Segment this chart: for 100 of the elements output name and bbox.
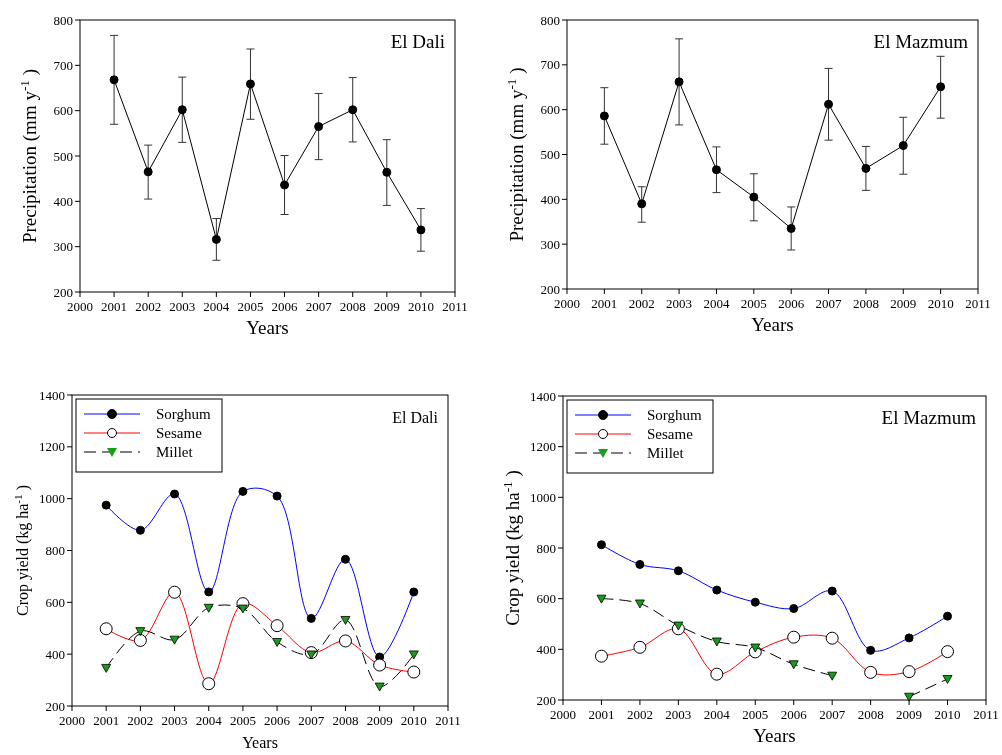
x-tick-label: 2008 xyxy=(339,299,366,314)
x-tick-label: 2003 xyxy=(666,296,693,311)
legend-label: Sorghum xyxy=(647,407,703,423)
point xyxy=(348,105,358,115)
x-tick-label: 2008 xyxy=(852,296,879,311)
point xyxy=(143,167,153,177)
point xyxy=(898,141,908,151)
annotation: El Dali xyxy=(390,31,445,52)
x-tick-label: 2001 xyxy=(588,707,615,722)
x-tick-label: 2006 xyxy=(778,296,805,311)
point xyxy=(109,75,119,85)
point xyxy=(637,199,647,209)
point xyxy=(374,682,385,692)
x-tick-label: 2006 xyxy=(264,713,291,728)
point xyxy=(674,77,684,87)
x-tick-label: 2010 xyxy=(400,713,427,728)
y-tick-label: 500 xyxy=(540,147,560,162)
annotation: El Mazmum xyxy=(881,407,977,428)
y-tick-label: 1000 xyxy=(39,491,65,507)
x-tick-label: 2004 xyxy=(195,713,223,728)
x-tick-label: 2008 xyxy=(857,707,884,722)
point xyxy=(382,167,392,177)
point xyxy=(408,650,419,660)
point xyxy=(238,604,248,614)
x-tick-label: 2007 xyxy=(819,707,846,722)
point xyxy=(245,79,255,89)
point xyxy=(711,637,722,647)
point xyxy=(904,692,914,702)
x-tick-label: 2011 xyxy=(442,299,468,314)
x-tick-label: 2009 xyxy=(373,299,400,314)
x-tick-label: 2011 xyxy=(973,707,999,722)
x-tick-label: 2007 xyxy=(815,296,843,311)
point xyxy=(169,635,180,645)
point xyxy=(280,180,290,190)
annotation: El Mazmum xyxy=(873,31,969,52)
x-tick-label: 2005 xyxy=(740,296,767,311)
x-tick-label: 2004 xyxy=(703,296,730,311)
x-tick-label: 2005 xyxy=(229,713,256,728)
legend-label: Sesame xyxy=(156,425,203,441)
x-tick-label: 2003 xyxy=(161,713,188,728)
point xyxy=(711,165,721,175)
y-tick-label: 800 xyxy=(53,12,73,28)
x-tick-label: 2001 xyxy=(591,296,618,311)
y-tick-label: 1200 xyxy=(530,439,556,455)
x-tick-label: 2010 xyxy=(934,707,961,722)
point xyxy=(177,105,187,115)
y-tick-label: 700 xyxy=(53,57,73,73)
y-tick-label: 600 xyxy=(53,103,73,119)
y-tick-label: 800 xyxy=(536,540,556,556)
point xyxy=(135,627,146,636)
x-axis-title: Years xyxy=(246,317,289,338)
point xyxy=(788,660,799,670)
y-tick-label: 700 xyxy=(540,57,560,73)
point xyxy=(861,163,871,173)
y-tick-label: 1000 xyxy=(530,489,556,505)
y-tick-label: 1200 xyxy=(39,439,65,455)
point xyxy=(211,234,221,244)
legend-label: Sesame xyxy=(647,426,694,442)
point xyxy=(101,664,112,673)
x-tick-label: 2003 xyxy=(169,299,196,314)
x-tick-label: 2010 xyxy=(927,296,954,311)
point xyxy=(824,99,834,109)
x-tick-label: 2000 xyxy=(554,296,580,311)
y-tick-label: 600 xyxy=(536,591,556,607)
y-tick-label: 800 xyxy=(540,12,560,28)
x-axis-title: Years xyxy=(751,314,794,335)
y-tick-label: 800 xyxy=(45,543,65,558)
point xyxy=(596,594,607,604)
x-tick-label: 2006 xyxy=(271,299,299,314)
x-tick-label: 2002 xyxy=(628,296,655,311)
point xyxy=(272,638,282,647)
x-tick-label: 2002 xyxy=(626,707,653,722)
x-tick-label: 2002 xyxy=(135,299,162,314)
x-tick-label: 2007 xyxy=(298,713,325,728)
x-tick-label: 2011 xyxy=(965,296,991,311)
x-tick-label: 2002 xyxy=(127,713,154,728)
y-tick-label: 1400 xyxy=(530,388,556,404)
x-axis-title: Years xyxy=(753,725,796,746)
point xyxy=(936,82,946,92)
y-tick-label: 200 xyxy=(536,692,556,708)
x-tick-label: 2007 xyxy=(305,299,333,314)
y-tick-label: 300 xyxy=(540,236,560,252)
point xyxy=(203,603,214,613)
x-tick-label: 2005 xyxy=(742,707,769,722)
annotation: El Dali xyxy=(392,409,439,426)
point xyxy=(786,223,796,233)
point xyxy=(314,122,324,132)
point xyxy=(750,643,761,653)
x-tick-label: 2000 xyxy=(67,299,93,314)
y-tick-label: 200 xyxy=(45,698,65,714)
point xyxy=(749,192,759,202)
y-tick-label: 500 xyxy=(53,148,73,164)
x-tick-label: 2009 xyxy=(890,296,917,311)
point xyxy=(306,650,317,660)
x-tick-label: 2009 xyxy=(366,713,393,728)
y-tick-label: 200 xyxy=(53,284,73,300)
x-tick-label: 2003 xyxy=(665,707,692,722)
point xyxy=(942,675,953,684)
y-tick-label: 200 xyxy=(540,281,560,297)
x-tick-label: 2011 xyxy=(435,713,461,728)
